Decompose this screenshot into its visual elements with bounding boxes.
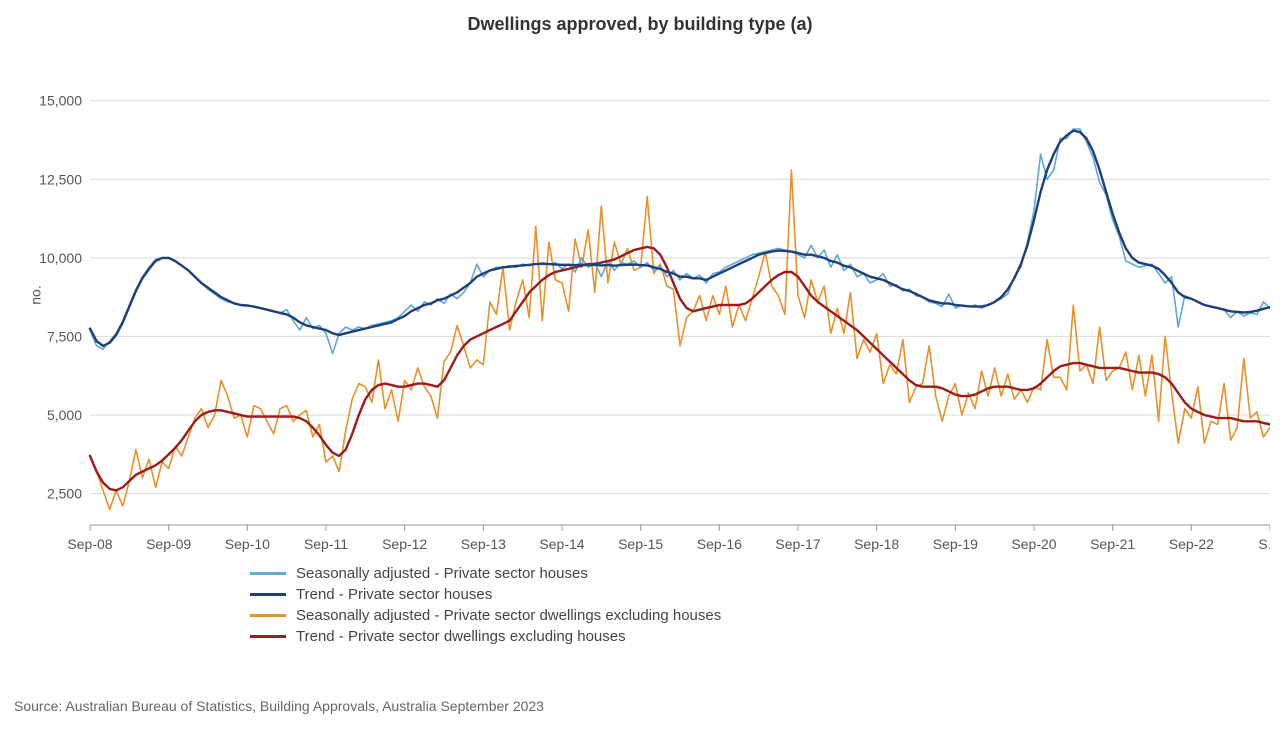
svg-text:12,500: 12,500 [39, 171, 82, 187]
legend-item: Seasonally adjusted - Private sector hou… [250, 565, 1030, 582]
legend-item: Seasonally adjusted - Private sector dwe… [250, 607, 1030, 624]
legend-swatch [250, 614, 286, 617]
svg-text:Sep-17: Sep-17 [775, 536, 820, 552]
svg-text:2,500: 2,500 [47, 486, 82, 502]
chart-title: Dwellings approved, by building type (a) [0, 14, 1280, 35]
legend-swatch [250, 635, 286, 638]
svg-text:Sep-12: Sep-12 [382, 536, 427, 552]
svg-text:Sep-10: Sep-10 [225, 536, 270, 552]
legend-item: Trend - Private sector dwellings excludi… [250, 628, 1030, 645]
svg-text:Sep-21: Sep-21 [1090, 536, 1135, 552]
chart-svg: 2,500 5,000 7,500 10,000 12,500 15,000 Sep-08 S… [10, 35, 1270, 555]
series-trend-houses [90, 131, 1270, 346]
legend-label: Trend - Private sector houses [296, 586, 492, 603]
legend-swatch [250, 572, 286, 575]
series-trend-other [90, 247, 1270, 491]
series-sa-other [90, 170, 1270, 509]
svg-text:Sep-11: Sep-11 [304, 536, 348, 552]
chart-area: no. 2,500 5,000 7,500 10,000 12,500 15,000 Sep… [10, 35, 1270, 555]
svg-text:Sep-15: Sep-15 [618, 536, 663, 552]
svg-text:5,000: 5,000 [47, 407, 82, 423]
svg-text:10,000: 10,000 [39, 250, 82, 266]
svg-text:Sep-08: Sep-08 [67, 536, 112, 552]
svg-text:Sep-18: Sep-18 [854, 536, 899, 552]
svg-text:7,500: 7,500 [47, 328, 82, 344]
svg-text:15,000: 15,000 [39, 93, 82, 109]
svg-text:Sep-14: Sep-14 [539, 536, 584, 552]
legend-item: Trend - Private sector houses [250, 586, 1030, 603]
y-axis-label: no. [28, 285, 44, 304]
series-sa-houses [90, 129, 1270, 354]
svg-text:Sep-20: Sep-20 [1011, 536, 1056, 552]
svg-text:S…: S… [1258, 536, 1270, 552]
svg-text:Sep-22: Sep-22 [1169, 536, 1214, 552]
legend-label: Seasonally adjusted - Private sector hou… [296, 565, 588, 582]
svg-text:Sep-19: Sep-19 [933, 536, 978, 552]
legend-swatch [250, 593, 286, 596]
legend-label: Trend - Private sector dwellings excludi… [296, 628, 626, 645]
legend-label: Seasonally adjusted - Private sector dwe… [296, 607, 721, 624]
svg-text:Sep-16: Sep-16 [697, 536, 742, 552]
legend: Seasonally adjusted - Private sector hou… [250, 565, 1030, 645]
source-note: Source: Australian Bureau of Statistics,… [14, 698, 544, 714]
svg-text:Sep-13: Sep-13 [461, 536, 506, 552]
svg-text:Sep-09: Sep-09 [146, 536, 191, 552]
